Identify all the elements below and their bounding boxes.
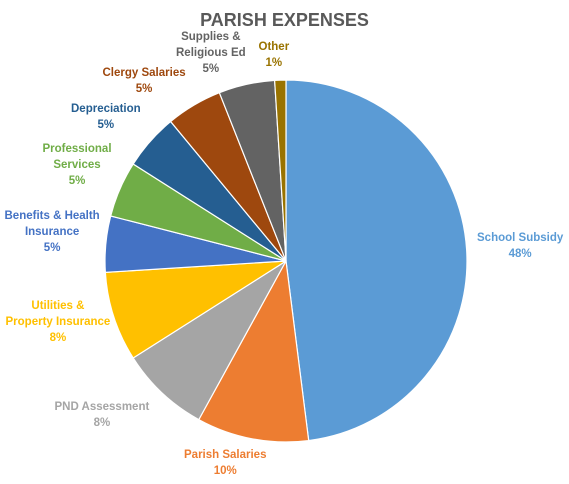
slice-label-line: Other bbox=[258, 41, 290, 53]
slice-label: Benefits & Health Insurance 5% bbox=[5, 208, 100, 256]
pie-slice-school-subsidy bbox=[285, 79, 468, 442]
slice-percent: 48% bbox=[508, 248, 532, 260]
pie-slice-pnd-assessment bbox=[132, 260, 287, 421]
slice-percent: 5% bbox=[202, 63, 220, 75]
slice-percent: 5% bbox=[135, 83, 153, 95]
slice-percent: 1% bbox=[265, 57, 283, 69]
slice-label: Clergy Salaries 5% bbox=[103, 65, 186, 97]
slice-label-line: Services bbox=[53, 159, 101, 171]
slice-label: Supplies & Religious Ed 5% bbox=[176, 29, 246, 77]
slice-label-line: Benefits & Health bbox=[4, 210, 100, 222]
slice-percent: 5% bbox=[43, 242, 61, 254]
pie-slice-utilities-property-insurance bbox=[104, 260, 287, 359]
slice-label-line: Insurance bbox=[24, 226, 80, 238]
slice-label: Parish Salaries 10% bbox=[184, 447, 266, 479]
slice-percent: 8% bbox=[93, 417, 111, 429]
slice-label-line: Supplies & bbox=[181, 31, 241, 43]
slice-percent: 8% bbox=[49, 332, 67, 344]
slice-percent: 5% bbox=[97, 119, 115, 131]
slice-percent: 10% bbox=[213, 465, 237, 477]
slice-label-line: Depreciation bbox=[71, 103, 141, 115]
chart-title: PARISH EXPENSES bbox=[200, 10, 369, 30]
slice-label: Professional Services 5% bbox=[43, 141, 112, 189]
slice-label: Other 1% bbox=[259, 39, 290, 71]
slice-label-line: Professional bbox=[42, 143, 112, 155]
slice-label-line: Clergy Salaries bbox=[102, 67, 186, 79]
slice-label-line: School Subsidy bbox=[477, 232, 564, 244]
slice-label-line: Parish Salaries bbox=[184, 449, 267, 461]
pie-slice-other bbox=[273, 79, 287, 262]
slice-label-line: PND Assessment bbox=[54, 401, 150, 413]
slice-label-line: Religious Ed bbox=[176, 47, 246, 59]
slice-label: School Subsidy 48% bbox=[477, 230, 563, 262]
slice-label-line: Utilities & bbox=[31, 300, 85, 312]
slice-label: Utilities & Property Insurance 8% bbox=[6, 298, 111, 346]
slice-percent: 5% bbox=[68, 175, 86, 187]
slice-label: PND Assessment 8% bbox=[55, 399, 150, 431]
slice-label-line: Property Insurance bbox=[5, 316, 111, 328]
slice-label: Depreciation 5% bbox=[71, 101, 141, 133]
pie-slice-parish-salaries bbox=[197, 259, 310, 443]
